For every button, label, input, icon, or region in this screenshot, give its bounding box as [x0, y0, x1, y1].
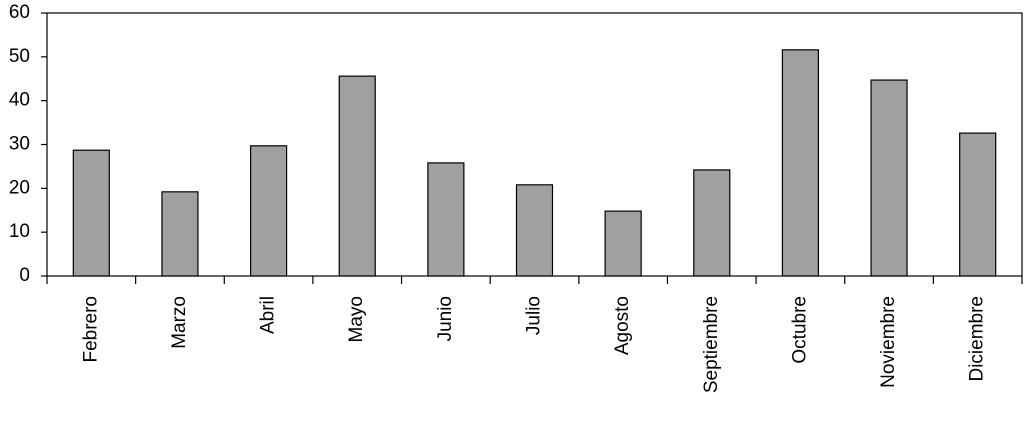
- bar: [781, 49, 820, 277]
- bar: [427, 162, 465, 277]
- x-tick-label: Diciembre: [967, 296, 988, 382]
- x-tick-label: Marzo: [169, 296, 190, 349]
- x-tick-label: Noviembre: [878, 296, 899, 388]
- y-tick-label: 0: [19, 265, 30, 286]
- bar: [604, 210, 642, 277]
- x-tick-label: Septiembre: [701, 296, 722, 393]
- bar: [870, 79, 908, 277]
- bar: [515, 184, 554, 277]
- y-tick-label: 60: [9, 2, 30, 23]
- bar: [72, 149, 110, 277]
- y-tick-label: 10: [9, 221, 30, 242]
- x-tick-label: Mayo: [346, 296, 367, 342]
- y-tick-label: 50: [9, 46, 30, 67]
- bar: [959, 132, 997, 277]
- x-tick-label: Junio: [435, 296, 456, 341]
- x-tick-label: Abril: [258, 296, 279, 334]
- bar: [693, 169, 731, 277]
- x-tick-label: Febrero: [80, 296, 101, 363]
- x-tick-label: Julio: [524, 296, 545, 335]
- x-tick-label: Agosto: [612, 296, 633, 355]
- x-tick-label: Octubre: [789, 296, 810, 364]
- bar: [161, 191, 199, 277]
- y-tick-label: 30: [9, 134, 30, 155]
- y-tick-label: 20: [9, 177, 30, 198]
- bar: [249, 145, 288, 277]
- y-tick-label: 40: [9, 90, 30, 111]
- bar: [338, 75, 376, 277]
